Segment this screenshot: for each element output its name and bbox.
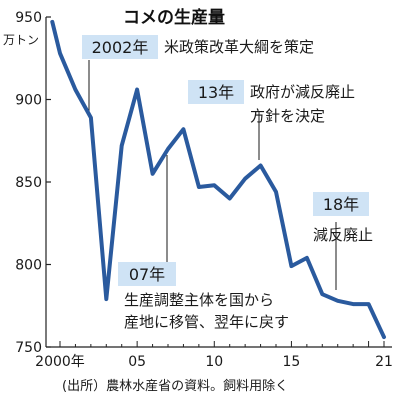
y-tick-label: 950 [15, 10, 42, 26]
annotation-tag: 2002年 [92, 38, 149, 57]
annotation-text: 米政策改革大綱を策定 [164, 38, 314, 56]
plot-area: 750 800 850 900 950 2000年 05 10 15 21 [15, 10, 393, 370]
annotation-tag-box [188, 80, 244, 104]
annotation-tag: 07年 [129, 265, 165, 284]
x-tick-label: 21 [375, 354, 393, 370]
production-series-line [50, 19, 386, 340]
x-tick-label: 10 [205, 354, 223, 370]
x-tick-label: 05 [128, 354, 146, 370]
y-tick-label: 750 [15, 340, 42, 356]
annotation-tag-box [118, 262, 176, 286]
annotation-text: 方針を決定 [250, 107, 325, 125]
annotation-text: 生産調整主体を国から [124, 291, 274, 309]
annotation-tag-box [82, 35, 158, 59]
x-tick-label: 2000年 [35, 354, 85, 370]
annotation-text: 産地に移管、翌年に戻す [124, 313, 289, 331]
y-axis-unit-label: 万トン [3, 33, 39, 47]
y-tick-label: 800 [15, 258, 42, 274]
annotation-tag: 18年 [323, 195, 359, 214]
annotation-tag-box [313, 192, 369, 216]
y-tick-label: 850 [15, 175, 42, 191]
chart-title: コメの生産量 [123, 7, 225, 28]
annotation-tag: 13年 [198, 83, 234, 102]
y-tick-label: 900 [15, 93, 42, 109]
annotation-text: 政府が減反廃止 [250, 83, 355, 101]
annotation-text: 減反廃止 [313, 226, 373, 244]
source-note: (出所）農林水産省の資料。飼料用除く [62, 378, 288, 394]
x-tick-label: 15 [283, 354, 301, 370]
